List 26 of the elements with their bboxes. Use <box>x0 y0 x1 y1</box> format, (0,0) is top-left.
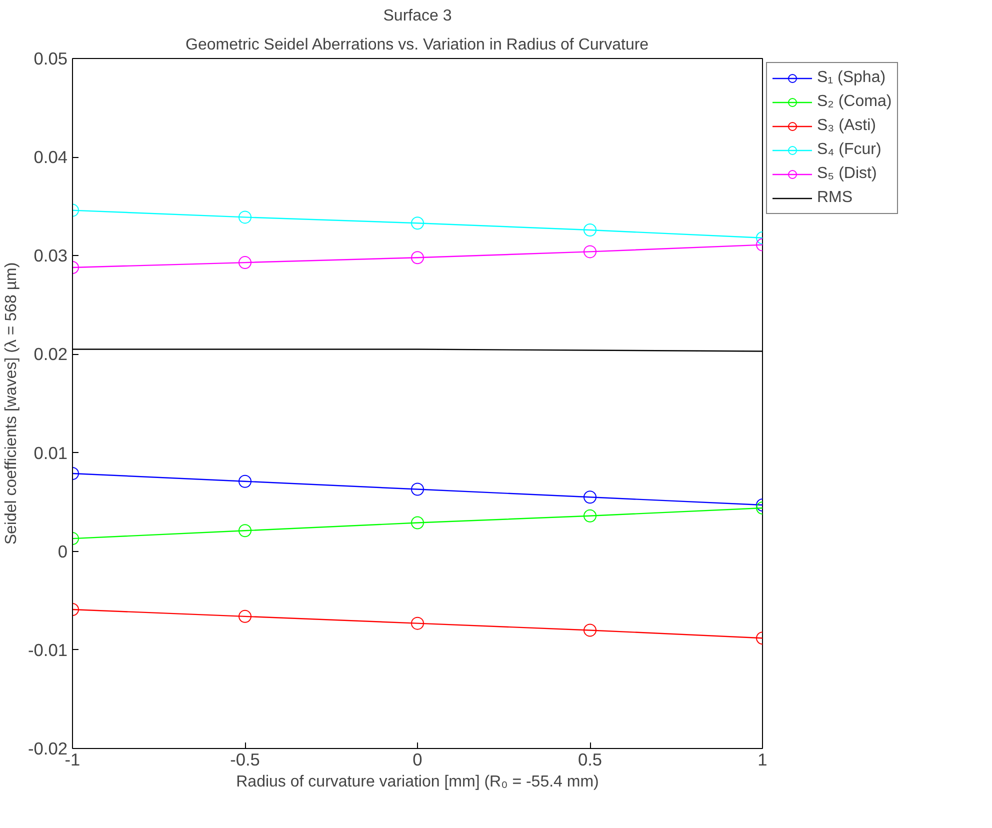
point <box>411 482 424 496</box>
y-tick-label: 0 <box>58 541 68 562</box>
chart-title: Surface 3 <box>383 8 452 24</box>
x-tick-label: 0.5 <box>578 750 602 770</box>
y-tick-label: 0.05 <box>34 48 68 68</box>
legend-label: S₂ (Coma) <box>817 93 892 111</box>
x-axis-title: Radius of curvature variation [mm] (R₀ = -55.4 mm) <box>236 774 599 790</box>
legend-label: S₅ (Dist) <box>817 165 877 183</box>
point <box>411 516 424 530</box>
x-tick-label: 1 <box>758 750 768 770</box>
y-tick-label: 0.02 <box>34 344 68 364</box>
chart-subtitle: Geometric Seidel Aberrations vs. Variation in Radius of Curvature <box>186 36 649 54</box>
y-tick-label: 0.03 <box>34 246 68 266</box>
legend-label: S₁ (Spha) <box>817 69 886 87</box>
y-tick-label: 0.01 <box>34 442 68 463</box>
point <box>411 216 424 230</box>
x-tick-label: -0.5 <box>230 750 260 770</box>
point <box>411 251 424 264</box>
legend-label: S₃ (Asti) <box>817 117 876 135</box>
x-tick-label: 0 <box>412 750 422 770</box>
point <box>411 616 424 630</box>
y-axis-title: Seidel coefficients [waves] (λ = 568 µm) <box>3 262 20 545</box>
legend-label: RMS <box>817 189 853 207</box>
legend-label: S₄ (Fcur) <box>817 141 882 159</box>
y-tick-label: 0.04 <box>34 147 68 168</box>
y-tick-label: -0.01 <box>28 640 68 660</box>
